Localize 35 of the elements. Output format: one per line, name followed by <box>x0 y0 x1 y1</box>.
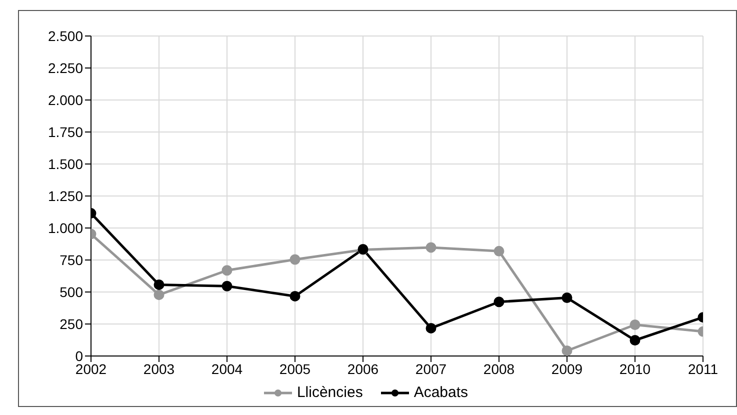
y-tick-label: 2.000 <box>48 92 84 108</box>
legend-label: Llicències <box>296 384 363 401</box>
x-tick-label: 2006 <box>347 360 379 377</box>
point <box>426 322 436 334</box>
y-tick-label: 1.250 <box>48 188 84 204</box>
point <box>290 290 300 302</box>
point <box>290 254 300 265</box>
x-tick-label: 2008 <box>483 360 515 377</box>
point <box>222 280 232 292</box>
point <box>222 265 232 276</box>
legend-label: Acabats <box>414 384 468 401</box>
point <box>630 335 640 346</box>
x-tick-label: 2003 <box>143 360 175 377</box>
x-tick-label: 2005 <box>279 360 311 377</box>
point <box>154 279 164 290</box>
point <box>630 320 640 330</box>
point <box>426 242 436 253</box>
y-tick-label: 250 <box>60 316 84 332</box>
x-tick-label: 2009 <box>551 360 583 377</box>
x-tick-label: 2004 <box>211 360 243 377</box>
point <box>494 246 504 256</box>
point <box>494 296 504 308</box>
y-tick-label: 750 <box>60 252 84 268</box>
point <box>154 290 164 300</box>
x-tick-label: 2010 <box>619 360 651 377</box>
y-tick-label: 1.750 <box>48 124 84 140</box>
y-tick-label: 2.250 <box>48 60 84 76</box>
point <box>562 292 572 304</box>
y-tick-label: 500 <box>60 284 84 300</box>
y-tick-label: 1.500 <box>48 156 84 172</box>
x-tick-label: 2011 <box>688 360 718 377</box>
x-tick-label: 2007 <box>415 360 447 377</box>
point <box>562 346 572 356</box>
y-tick-label: 1.000 <box>48 220 84 236</box>
y-tick-label: 2.500 <box>48 28 84 44</box>
